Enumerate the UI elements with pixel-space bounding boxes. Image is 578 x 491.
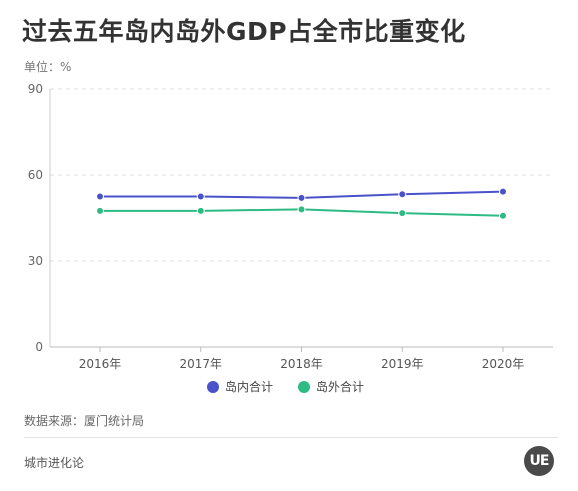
y-tick-label: 60 [28, 168, 43, 182]
data-point-1 [297, 193, 306, 202]
x-tick-label: 2019年 [381, 357, 424, 371]
data-point-2 [297, 205, 306, 214]
brand-logo: UE [524, 446, 554, 476]
footer-divider [24, 437, 558, 438]
unit-label: 单位：% [24, 60, 72, 74]
data-point-1 [96, 192, 104, 201]
data-point-1 [398, 190, 407, 199]
y-tick-label: 90 [28, 82, 43, 96]
brand-name: 城市进化论 [24, 456, 85, 470]
legend-marker-2 [298, 381, 310, 393]
chart-title: 过去五年岛内岛外GDP占全市比重变化 [22, 17, 466, 46]
legend-marker-1 [207, 381, 219, 393]
legend-label-2: 岛外合计 [316, 379, 364, 394]
x-tick-label: 2020年 [482, 357, 525, 371]
legend-label-1: 岛内合计 [225, 379, 273, 394]
x-tick-label: 2017年 [179, 357, 222, 371]
data-point-1 [196, 192, 205, 201]
x-tick-label: 2016年 [79, 357, 122, 371]
data-point-1 [499, 187, 507, 196]
data-point-2 [499, 211, 507, 220]
y-tick-label: 0 [35, 340, 43, 354]
x-tick-label: 2018年 [280, 357, 323, 371]
data-source: 数据来源：厦门统计局 [24, 414, 145, 428]
data-point-2 [96, 206, 104, 215]
data-point-2 [196, 206, 205, 215]
data-point-2 [398, 209, 407, 218]
y-tick-label: 30 [28, 254, 43, 268]
